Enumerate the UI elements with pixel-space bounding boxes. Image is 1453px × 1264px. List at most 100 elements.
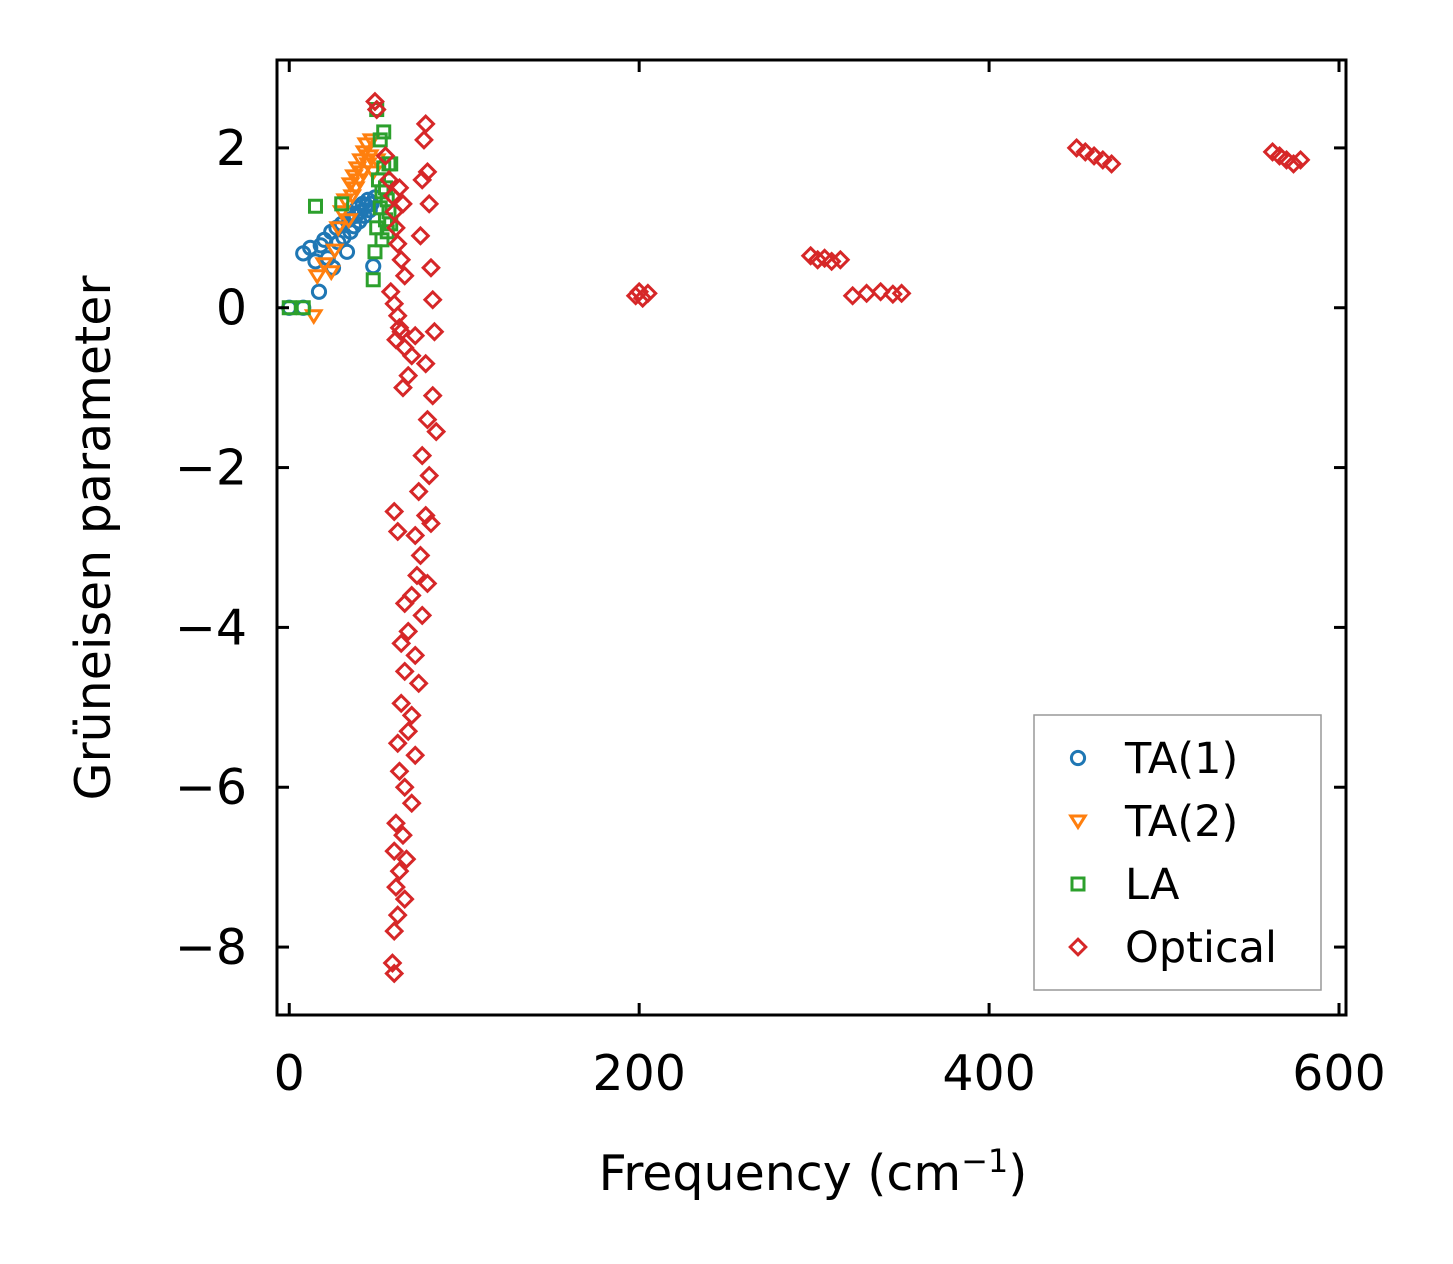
data-point [379, 169, 399, 190]
data-point [393, 377, 413, 398]
series-la [281, 102, 399, 316]
data-point [419, 193, 440, 214]
data-point [391, 633, 412, 654]
data-point [386, 813, 406, 834]
data-point [314, 257, 335, 274]
data-point [637, 283, 658, 304]
legend-label: TA(2) [1124, 797, 1238, 847]
data-point [394, 777, 415, 798]
data-point [830, 249, 851, 270]
data-point [419, 465, 440, 486]
data-point [387, 521, 408, 542]
data-point [415, 114, 436, 134]
data-point [1092, 149, 1113, 170]
data-point [391, 693, 412, 714]
x-axis-title: Frequency (cm−1) [599, 1142, 1028, 1202]
legend-marker [1070, 876, 1086, 892]
y-tick-label: −6 [175, 759, 247, 816]
x-tick-label: 400 [942, 1045, 1036, 1102]
y-axis-title: Grüneisen parameter [65, 275, 122, 801]
plot-marks [281, 91, 1311, 984]
data-point [882, 284, 903, 305]
data-point [410, 545, 431, 566]
data-point [382, 953, 403, 973]
legend-marker [1069, 749, 1087, 767]
data-point [338, 243, 356, 260]
y-tick-label: 0 [216, 280, 247, 337]
data-point [1101, 153, 1122, 174]
data-point [408, 481, 429, 502]
x-tick-label: 600 [1292, 1045, 1386, 1102]
data-point [359, 149, 380, 166]
data-point [412, 169, 433, 190]
legend: TA(1) TA(2) LA Optical [1033, 714, 1322, 991]
data-point [321, 265, 342, 282]
data-point [334, 196, 350, 212]
data-point [407, 565, 427, 586]
data-point [389, 177, 410, 198]
y-tick-label: 2 [216, 120, 247, 177]
data-point [394, 593, 415, 614]
data-point [384, 921, 405, 942]
data-point [405, 325, 426, 346]
data-point [1290, 149, 1311, 170]
data-point [391, 249, 412, 270]
data-point [398, 721, 419, 742]
data-point [359, 191, 377, 208]
legend-label: LA [1125, 860, 1180, 910]
data-point [389, 861, 410, 882]
data-point [366, 99, 387, 120]
data-point [891, 283, 912, 304]
data-point [1084, 145, 1104, 166]
legend-label: Optical [1125, 923, 1277, 973]
data-point [307, 269, 328, 286]
data-point [393, 825, 413, 846]
data-point [415, 505, 436, 526]
data-point [365, 272, 381, 288]
data-point [422, 289, 443, 310]
data-point [401, 793, 422, 814]
data-point [401, 705, 422, 726]
data-point [365, 91, 385, 112]
data-point [384, 963, 405, 984]
data-point [386, 217, 406, 238]
data-point [424, 321, 445, 342]
y-tick-label: −4 [175, 599, 247, 656]
data-point [328, 221, 349, 238]
legend-marker [1068, 937, 1088, 957]
legend-marker [1068, 814, 1088, 831]
data-point [807, 249, 828, 270]
data-point [412, 445, 433, 466]
legend-items: TA(1) TA(2) LA Optical [1068, 734, 1277, 973]
data-point [393, 193, 413, 214]
data-point [386, 877, 406, 898]
data-point [384, 501, 405, 522]
tick-labels: 0 200 400 600 2 0 −2 −4 −6 −8 [175, 120, 1386, 1102]
data-point [372, 132, 388, 148]
data-point [415, 353, 436, 374]
data-point [295, 300, 311, 316]
data-point [421, 257, 441, 278]
data-point [324, 243, 345, 260]
data-point [303, 309, 324, 326]
data-point [1075, 141, 1096, 162]
data-point [310, 283, 328, 300]
data-point [426, 421, 447, 442]
data-point [398, 621, 419, 642]
series-optical [365, 91, 1311, 984]
data-point [408, 673, 429, 694]
data-point [405, 645, 426, 666]
legend-label: TA(1) [1124, 734, 1238, 784]
data-point [391, 321, 412, 342]
y-tick-label: −8 [175, 919, 247, 976]
x-tick-label: 0 [274, 1045, 305, 1102]
data-point [389, 761, 410, 782]
data-point [302, 239, 319, 256]
data-point [417, 573, 438, 594]
data-point [405, 525, 426, 546]
data-point [352, 165, 373, 182]
data-point [421, 513, 441, 534]
data-point [307, 198, 323, 214]
